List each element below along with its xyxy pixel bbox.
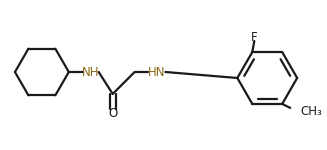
- Text: NH: NH: [82, 66, 99, 78]
- Text: O: O: [108, 107, 117, 120]
- Text: HN: HN: [148, 66, 165, 78]
- Text: CH₃: CH₃: [300, 105, 322, 118]
- Text: F: F: [251, 31, 258, 44]
